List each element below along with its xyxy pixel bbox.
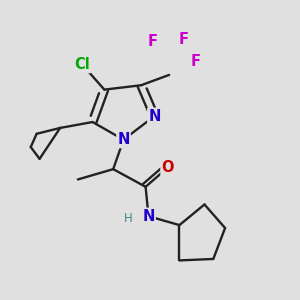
Text: N: N bbox=[148, 109, 160, 124]
Text: N: N bbox=[142, 209, 155, 224]
Text: F: F bbox=[190, 54, 201, 69]
Text: O: O bbox=[161, 160, 174, 175]
Text: F: F bbox=[179, 32, 189, 47]
Text: H: H bbox=[124, 212, 132, 225]
Text: Cl: Cl bbox=[74, 57, 90, 72]
Text: F: F bbox=[148, 34, 158, 49]
Text: N: N bbox=[117, 132, 130, 147]
